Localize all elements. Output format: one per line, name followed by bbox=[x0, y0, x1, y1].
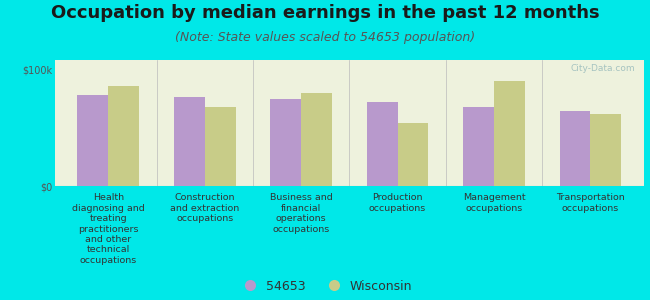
Text: Management
occupations: Management occupations bbox=[463, 194, 525, 213]
Bar bbox=[301, 93, 332, 186]
Text: Occupation by median earnings in the past 12 months: Occupation by median earnings in the pas… bbox=[51, 4, 599, 22]
Bar bbox=[494, 81, 525, 186]
Bar bbox=[463, 107, 494, 186]
Bar bbox=[398, 123, 428, 186]
Text: (Note: State values scaled to 54653 population): (Note: State values scaled to 54653 popu… bbox=[175, 32, 475, 44]
Bar bbox=[367, 102, 398, 186]
Text: Health
diagnosing and
treating
practitioners
and other
technical
occupations: Health diagnosing and treating practitio… bbox=[72, 194, 145, 265]
Bar bbox=[270, 98, 301, 186]
Text: Transportation
occupations: Transportation occupations bbox=[556, 194, 625, 213]
Bar bbox=[109, 86, 139, 186]
Text: Production
occupations: Production occupations bbox=[369, 194, 426, 213]
Bar bbox=[174, 97, 205, 186]
Text: Business and
financial
operations
occupations: Business and financial operations occupa… bbox=[270, 194, 333, 234]
Bar bbox=[77, 95, 109, 186]
Text: City-Data.com: City-Data.com bbox=[570, 64, 634, 73]
Text: Construction
and extraction
occupations: Construction and extraction occupations bbox=[170, 194, 239, 223]
Bar bbox=[205, 107, 235, 186]
Legend: 54653, Wisconsin: 54653, Wisconsin bbox=[237, 278, 413, 294]
Bar bbox=[590, 114, 621, 186]
Bar bbox=[560, 111, 590, 186]
